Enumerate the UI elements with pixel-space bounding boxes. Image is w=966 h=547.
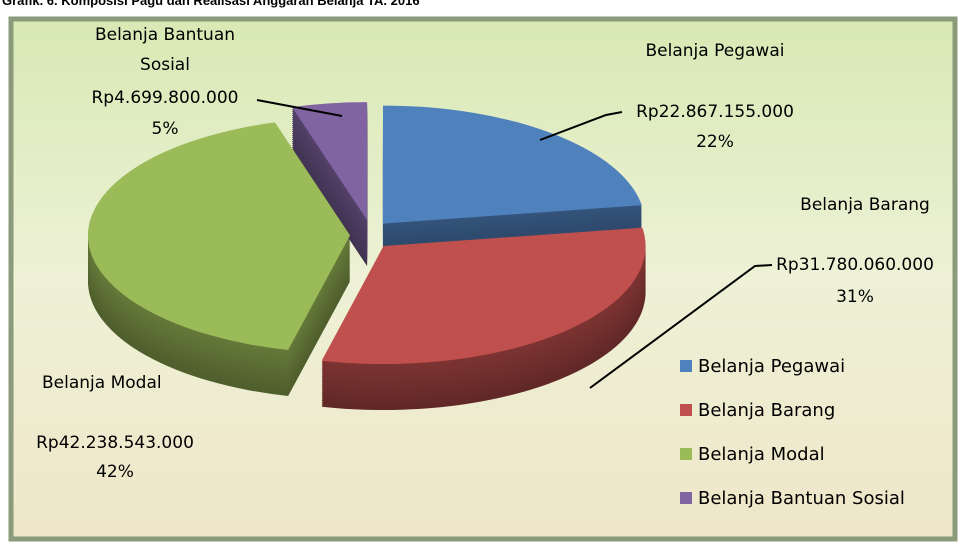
legend: Belanja Pegawai Belanja Barang Belanja Mod… — [680, 356, 905, 509]
leader-line — [256, 99, 343, 117]
slice — [88, 122, 351, 351]
legend-label: Belanja Pegawai — [698, 356, 845, 377]
percent-label: 31% — [836, 287, 874, 307]
percent-label: 42% — [96, 462, 134, 482]
slice-label: Belanja Barang — [800, 195, 930, 215]
value-label: Rp4.699.800.000 — [91, 88, 239, 108]
leader-line — [539, 111, 623, 141]
legend-swatch — [680, 404, 692, 416]
slice-label: Belanja Bantuan Sosial — [94, 25, 236, 75]
slice — [382, 105, 642, 224]
legend-swatch — [680, 448, 692, 460]
legend-swatch — [680, 492, 692, 504]
slice-label: Belanja Pegawai — [645, 41, 785, 61]
legend-label: Belanja Modal — [698, 444, 825, 465]
leader-lines — [256, 99, 773, 389]
slice-label: Belanja Modal — [42, 373, 162, 393]
percent-label: 22% — [696, 132, 734, 152]
slice — [292, 102, 368, 221]
slice — [321, 227, 646, 365]
value-label: Rp22.867.155.000 — [636, 102, 794, 122]
percent-label: 5% — [151, 119, 179, 139]
slice-tops — [88, 102, 646, 365]
value-label: Rp42.238.543.000 — [36, 433, 194, 453]
legend-label: Belanja Barang — [698, 400, 835, 421]
chart-title: Grafik. 6. Komposisi Pagu dan Realisasi … — [2, 0, 420, 8]
legend-swatch — [680, 360, 692, 372]
leader-line — [589, 264, 773, 389]
legend-label: Belanja Bantuan Sosial — [698, 488, 905, 509]
value-label: Rp31.780.060.000 — [776, 255, 934, 275]
